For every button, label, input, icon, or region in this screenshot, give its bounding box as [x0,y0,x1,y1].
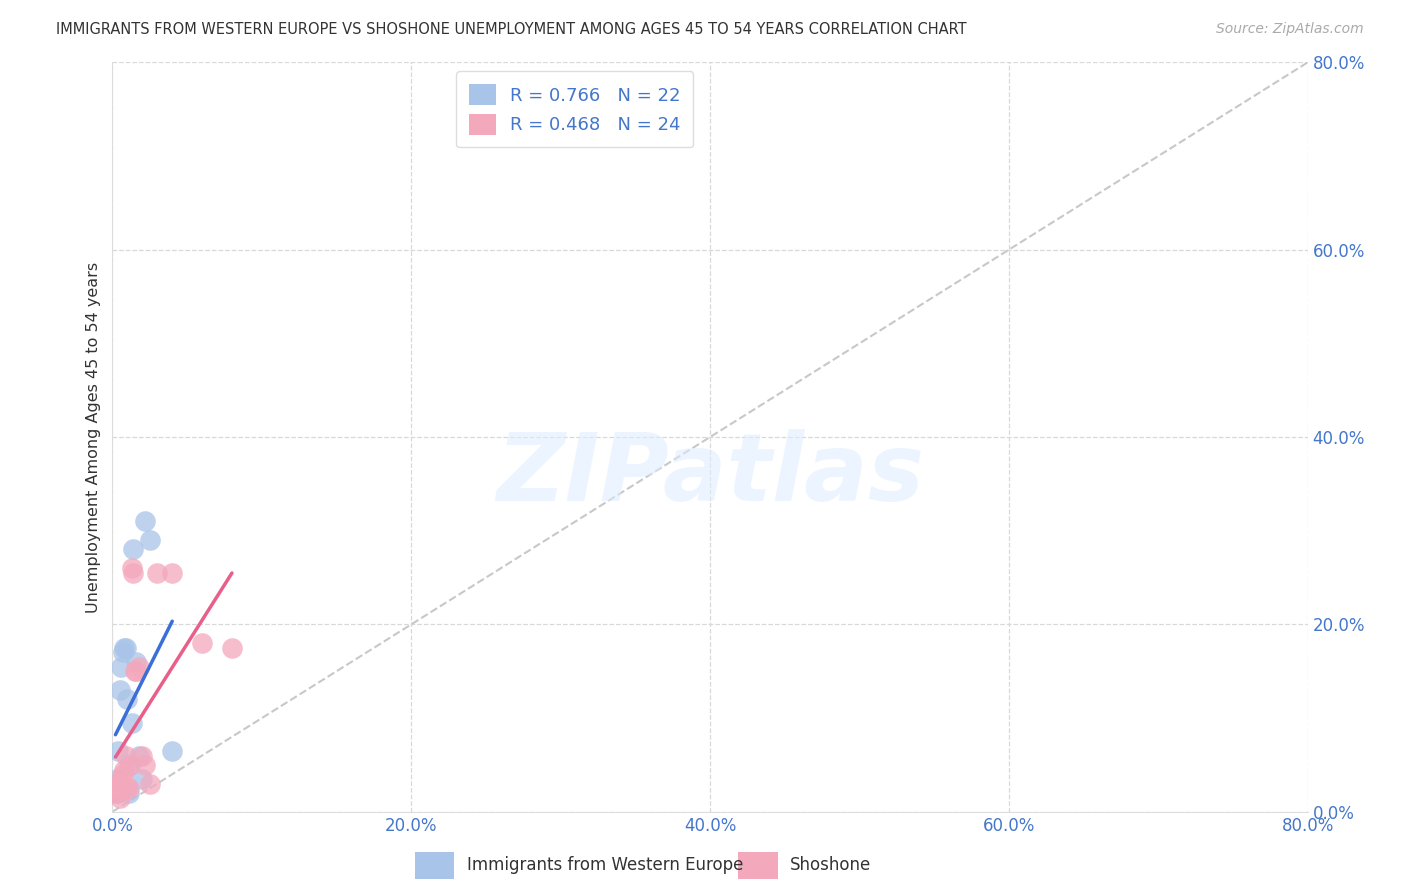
Text: Shoshone: Shoshone [790,856,872,874]
Point [125,664,148,679]
Point [117,692,139,706]
Point [110,772,132,786]
Point [111,767,134,781]
Point [108,776,131,791]
Point [131,748,153,763]
Point [108,790,131,805]
Point [124,664,146,679]
Point [107,776,129,791]
Text: Source: ZipAtlas.com: Source: ZipAtlas.com [1216,22,1364,37]
Y-axis label: Unemployment Among Ages 45 to 54 years: Unemployment Among Ages 45 to 54 years [86,261,101,613]
FancyBboxPatch shape [738,852,778,879]
Point [118,781,141,796]
Point [139,776,162,791]
Text: ZIPatlas: ZIPatlas [496,428,924,521]
Point [110,659,132,673]
Point [114,763,135,777]
Point [114,640,135,655]
Point [122,542,145,557]
Text: Immigrants from Western Europe: Immigrants from Western Europe [467,856,744,874]
Point [105,781,128,796]
Point [221,640,243,655]
Point [162,744,183,758]
Point [115,640,138,655]
Point [105,772,128,786]
Point [139,533,162,547]
Point [104,786,127,800]
Point [107,786,129,800]
Point [111,646,134,660]
Point [125,655,148,669]
FancyBboxPatch shape [415,852,454,879]
Point [134,514,156,528]
Point [121,715,143,730]
Point [191,636,214,650]
Point [131,772,153,786]
Text: IMMIGRANTS FROM WESTERN EUROPE VS SHOSHONE UNEMPLOYMENT AMONG AGES 45 TO 54 YEAR: IMMIGRANTS FROM WESTERN EUROPE VS SHOSHO… [56,22,967,37]
Point [117,781,139,796]
Point [120,758,142,772]
Legend: R = 0.766   N = 22, R = 0.468   N = 24: R = 0.766 N = 22, R = 0.468 N = 24 [456,71,693,147]
Point [120,758,142,772]
Point [128,659,150,673]
Point [121,561,143,575]
Point [122,566,145,580]
Point [105,779,128,793]
Point [115,748,138,763]
Point [162,566,183,580]
Point [128,748,150,763]
Point [104,781,127,796]
Point [108,683,131,698]
Point [107,744,129,758]
Point [134,758,156,772]
Point [105,786,128,800]
Point [146,566,169,580]
Point [118,786,141,800]
